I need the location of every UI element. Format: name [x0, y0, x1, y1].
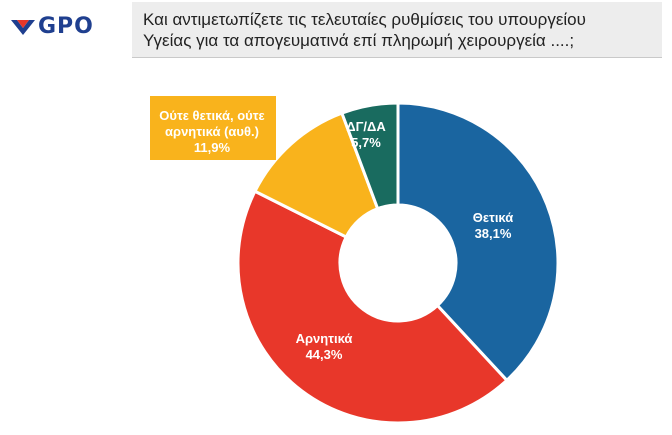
slice-label-2: Ούτε θετικά, ούτε [159, 108, 264, 123]
donut-slice-2 [252, 111, 380, 240]
slice-value-0: 38,1% [475, 226, 512, 241]
gpo-logo: GPO [10, 14, 94, 39]
slice-label-3: ΔΓ/ΔΑ [346, 119, 386, 134]
slice-value-3: 5,7% [351, 135, 381, 150]
slice-label-box-2 [150, 96, 276, 160]
gpo-logo-icon [11, 19, 35, 35]
gpo-logo-text: GPO [38, 14, 94, 39]
donut-slice-0 [396, 101, 560, 383]
slice-label-2: αρνητικά (αυθ.) [165, 124, 259, 139]
slice-value-1: 44,3% [306, 347, 343, 362]
question-banner: Και αντιμετωπίζετε τις τελευταίες ρυθμίσ… [132, 2, 662, 58]
donut-slice-1 [236, 189, 509, 425]
slice-label-1: Αρνητικά [296, 331, 353, 346]
question-line-1: Και αντιμετωπίζετε τις τελευταίες ρυθμίσ… [143, 10, 586, 29]
slice-value-2: 11,9% [194, 140, 231, 155]
donut-slice-3 [339, 101, 400, 211]
question-line-2: Υγείας για τα απογευματινά επί πληρωμή χ… [143, 31, 575, 50]
slice-label-0: Θετικά [473, 210, 514, 225]
